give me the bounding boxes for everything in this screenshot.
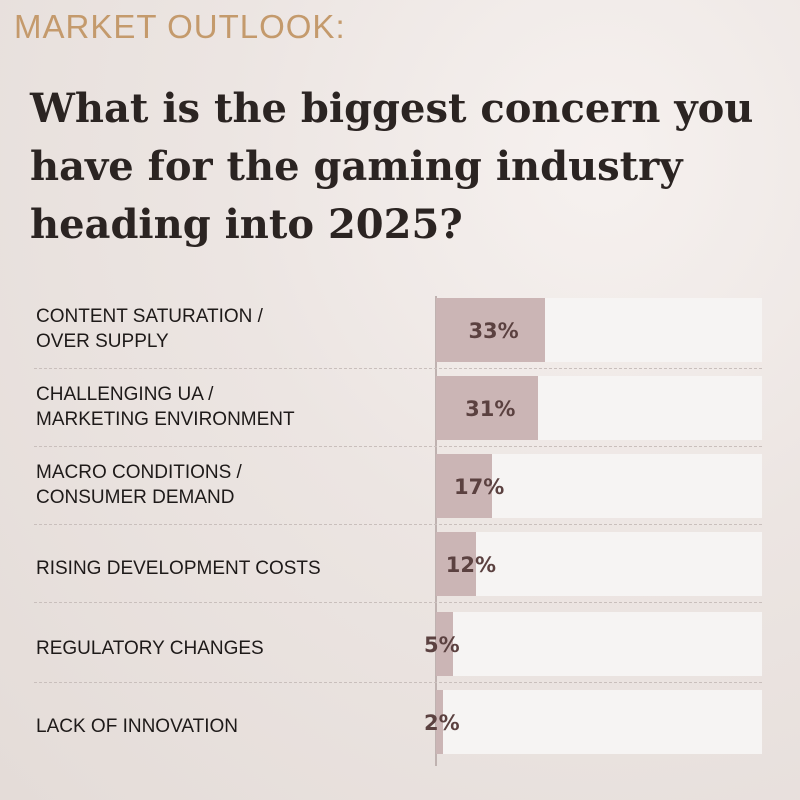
category-label: CHALLENGING UA / MARKETING ENVIRONMENT (36, 384, 295, 430)
eyebrow-label: MARKET OUTLOOK: (14, 8, 346, 45)
bar (436, 532, 476, 596)
value-label: 33% (468, 319, 519, 343)
bar (436, 690, 443, 754)
value-label: 12% (445, 553, 497, 577)
chart-title: What is the biggest concern you have for… (30, 85, 754, 248)
bar (436, 298, 545, 362)
category-label: LACK OF INNOVATION (36, 716, 238, 737)
row-divider (34, 602, 762, 603)
bar (436, 612, 453, 676)
category-label: CONTENT SATURATION / OVER SUPPLY (36, 306, 263, 352)
bar (436, 376, 539, 440)
value-label: 17% (454, 475, 505, 499)
bar (436, 454, 493, 518)
category-label: RISING DEVELOPMENT COSTS (36, 558, 321, 579)
category-label: REGULATORY CHANGES (36, 638, 264, 659)
row-divider (34, 446, 762, 447)
axis-line (435, 296, 437, 766)
value-label: 31% (465, 397, 516, 421)
bar-track (436, 532, 762, 596)
value-label: 5% (424, 633, 460, 657)
row-divider (34, 368, 762, 369)
bar-chart: CONTENT SATURATION / OVER SUPPLY 33% CHALL… (0, 290, 800, 770)
row-divider (34, 682, 762, 683)
value-label: 2% (424, 711, 460, 735)
bar-track (436, 612, 762, 676)
category-label: MACRO CONDITIONS / CONSUMER DEMAND (36, 462, 242, 508)
bar-track (436, 690, 762, 754)
row-divider (34, 524, 762, 525)
